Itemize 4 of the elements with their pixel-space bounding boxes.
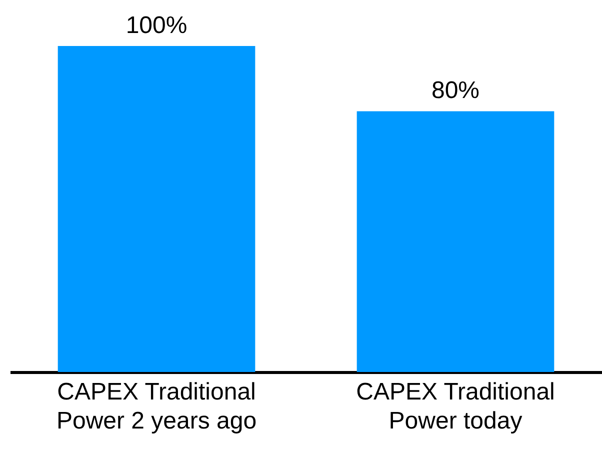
- data-label: 100%: [126, 12, 188, 39]
- x-tick-label: CAPEX Traditional Power today: [356, 378, 555, 434]
- data-label: 80%: [431, 77, 480, 104]
- x-tick-label: CAPEX Traditional Power 2 years ago: [56, 378, 257, 434]
